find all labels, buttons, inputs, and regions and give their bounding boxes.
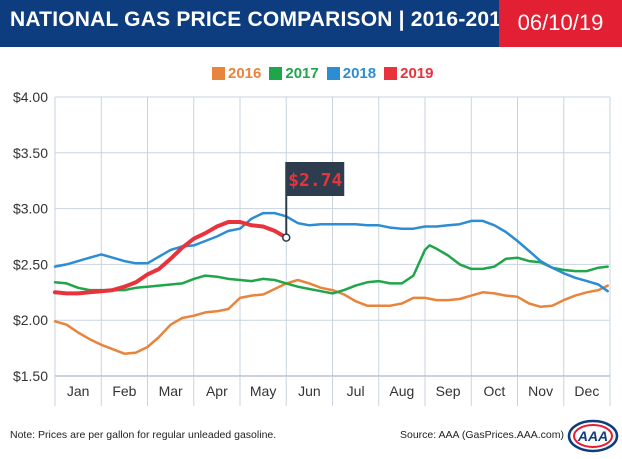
series-line-2016 <box>53 278 609 355</box>
footer-source: Source: AAA (GasPrices.AAA.com) <box>400 429 564 441</box>
svg-text:AAA: AAA <box>577 428 608 444</box>
legend-swatch <box>269 66 283 80</box>
legend-label: 2016 <box>228 64 262 82</box>
aaa-logo: AAA <box>567 419 619 453</box>
y-tick-label: $3.00 <box>13 201 48 217</box>
legend-label: 2018 <box>342 64 377 82</box>
legend-label: 2019 <box>400 64 434 82</box>
x-tick-label: Dec <box>574 383 599 399</box>
y-tick-label: $2.50 <box>13 256 48 272</box>
callout-label: $2.74 <box>288 170 342 191</box>
y-tick-label: $3.50 <box>13 145 48 161</box>
x-tick-label: Sep <box>436 383 461 399</box>
x-tick-label: Feb <box>112 383 136 399</box>
footer-note: Note: Prices are per gallon for regular … <box>10 429 277 441</box>
y-tick-label: $2.00 <box>13 312 48 328</box>
series-line-2017 <box>53 244 609 295</box>
legend-swatch <box>326 66 340 80</box>
x-tick-label: Jul <box>347 383 365 399</box>
y-tick-label: $4.00 <box>13 89 48 105</box>
x-tick-label: Jun <box>298 383 321 399</box>
series-line-2019 <box>53 220 289 296</box>
x-tick-label: Apr <box>206 383 228 399</box>
legend-label: 2017 <box>285 64 319 82</box>
series-line-2018 <box>53 211 609 293</box>
date-label: 06/10/19 <box>517 10 604 35</box>
date-box: 06/10/19 <box>499 0 622 47</box>
legend-swatch <box>212 66 225 80</box>
legend-item-2017: 2017 <box>269 64 319 82</box>
callout-point <box>282 233 291 242</box>
legend-swatch <box>384 66 398 80</box>
x-tick-label: Nov <box>528 383 553 399</box>
chart-title: NATIONAL GAS PRICE COMPARISON | 2016-201… <box>10 8 514 31</box>
x-tick-label: Mar <box>159 383 183 399</box>
x-tick-label: Jan <box>67 383 90 399</box>
y-tick-label: $1.50 <box>13 368 48 384</box>
x-tick-label: Aug <box>389 383 414 399</box>
x-tick-label: May <box>250 383 276 399</box>
legend: 2016 2017 2018 2019 <box>212 63 434 83</box>
legend-item-2019: 2019 <box>384 64 434 82</box>
legend-item-2018: 2018 <box>326 64 377 82</box>
x-tick-label: Oct <box>483 383 505 399</box>
callout-box <box>286 162 345 196</box>
legend-item-2016: 2016 <box>212 65 261 82</box>
